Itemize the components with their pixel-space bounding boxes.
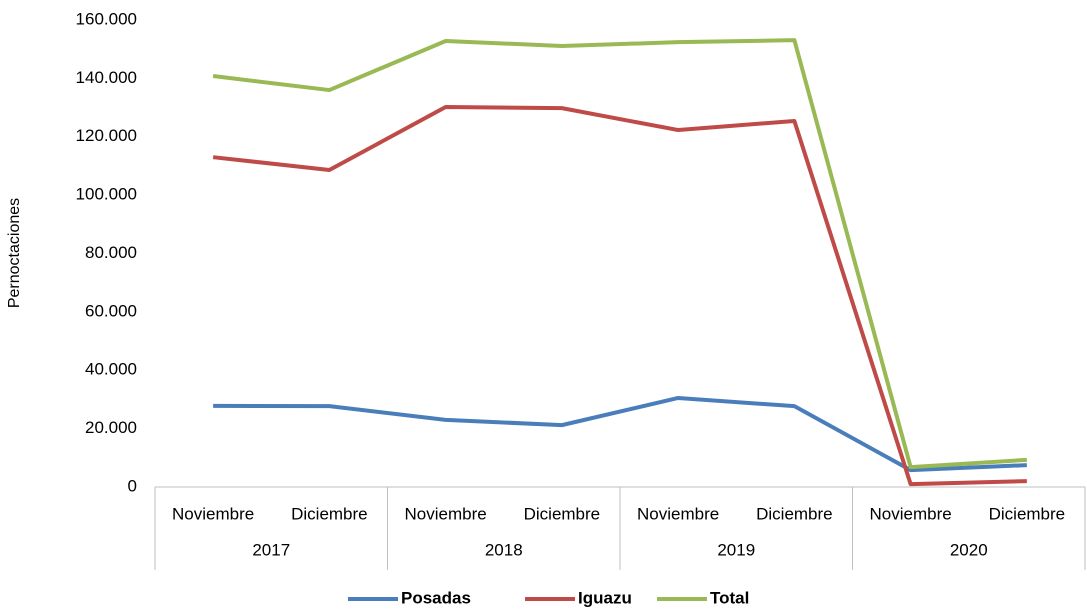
y-tick-label: 0 (128, 476, 137, 495)
group-label: 2017 (252, 540, 290, 559)
x-tick-label: Diciembre (291, 504, 368, 523)
group-label: 2018 (485, 540, 523, 559)
series-line (213, 395, 1027, 473)
y-tick-label: 120.000 (76, 126, 137, 145)
legend-label: Total (710, 588, 749, 607)
series-line (212, 104, 1027, 487)
x-tick-label: Diciembre (756, 504, 833, 523)
x-tick-label: Noviembre (172, 504, 254, 523)
x-tick-label: Noviembre (405, 504, 487, 523)
x-tick-label: Diciembre (989, 504, 1066, 523)
y-tick-label: 80.000 (85, 243, 137, 262)
y-tick-label: 40.000 (85, 360, 137, 379)
group-label: 2019 (717, 540, 755, 559)
y-tick-label: 60.000 (85, 301, 137, 320)
y-axis-label: Pernoctaciones (6, 198, 23, 308)
y-tick-label: 160.000 (76, 9, 137, 28)
y-tick-label: 100.000 (76, 185, 137, 204)
y-tick-label: 140.000 (76, 68, 137, 87)
x-tick-label: Noviembre (637, 504, 719, 523)
legend-label: Iguazu (578, 588, 632, 607)
legend-label: Posadas (401, 588, 471, 607)
x-tick-label: Diciembre (524, 504, 601, 523)
y-tick-label: 20.000 (85, 418, 137, 437)
series-line (212, 38, 1028, 470)
group-label: 2020 (950, 540, 988, 559)
x-tick-label: Noviembre (870, 504, 952, 523)
